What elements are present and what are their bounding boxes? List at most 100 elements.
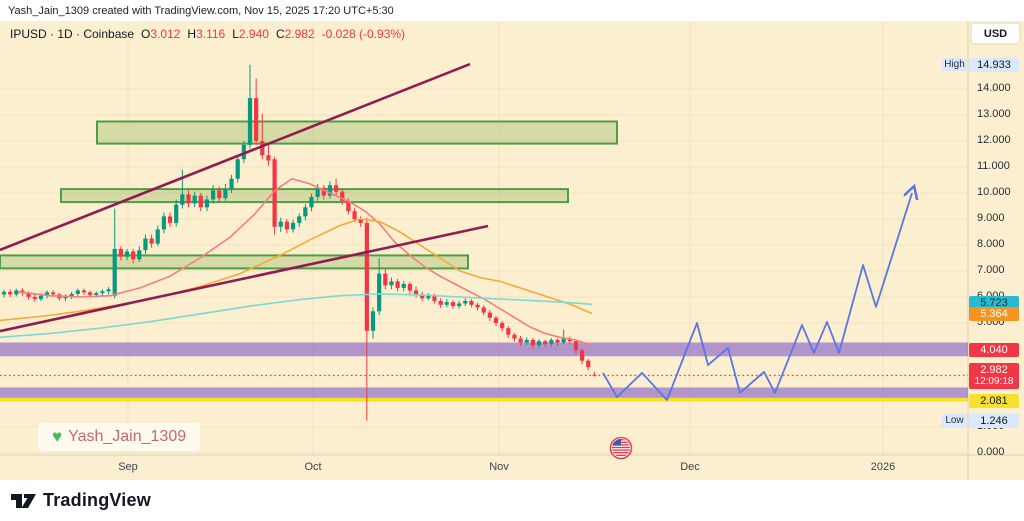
candle-body (51, 292, 56, 295)
candle-body (223, 189, 228, 199)
tradingview-brand-text: TradingView (43, 490, 151, 510)
candle-body (217, 190, 222, 199)
candle-body (346, 200, 351, 212)
candle-body (180, 194, 185, 205)
candle-body (75, 290, 80, 294)
chart-canvas[interactable] (0, 0, 1024, 480)
candle-body (444, 302, 449, 305)
ohlc-value: 3.116 (196, 27, 226, 41)
candle-body (118, 248, 123, 257)
candle-body (131, 251, 136, 260)
supply-demand-zone[interactable] (96, 120, 618, 145)
candle-body (174, 204, 179, 223)
change-value: -0.028 (-0.93%) (321, 27, 406, 41)
price-projection-path[interactable] (602, 193, 912, 401)
candle-body (426, 295, 431, 299)
candle-body (63, 296, 68, 299)
ma-fast-line[interactable] (17, 177, 593, 346)
candle-body (358, 219, 363, 223)
candle-body (167, 216, 173, 223)
candle-body (284, 221, 289, 230)
ohlc-value: 3.012 (150, 27, 181, 41)
candle-body (512, 334, 517, 339)
candle-body (407, 284, 412, 291)
candle-body (469, 300, 474, 305)
candle-body (518, 338, 523, 343)
candle-body (327, 185, 333, 196)
flag-marker[interactable] (609, 436, 633, 460)
candle-body (463, 300, 468, 304)
candle-body (315, 187, 320, 197)
candle-body (401, 284, 406, 288)
candle-body (198, 195, 203, 208)
candle-body (364, 222, 369, 331)
candle-body (450, 302, 456, 307)
candle-body (290, 222, 296, 230)
candle-body (493, 317, 499, 323)
candle-body (432, 295, 437, 301)
trend-line[interactable] (0, 224, 489, 333)
candle-body (94, 293, 99, 295)
candle-body (192, 195, 197, 204)
ohlc-values: O3.012 H3.116 L2.940 C2.982 (134, 27, 315, 41)
candle-body (38, 295, 43, 300)
candle-body (1, 291, 7, 295)
ma-slow-line[interactable] (0, 293, 593, 339)
candle-body (567, 338, 572, 342)
supply-demand-zone[interactable] (0, 254, 469, 270)
candle-body (211, 190, 216, 200)
candle-body (420, 294, 425, 299)
tradingview-logo-icon (11, 493, 36, 508)
candle-body (555, 339, 560, 343)
candle-body (370, 311, 376, 331)
candle-body (377, 273, 382, 312)
candle-body (303, 207, 308, 217)
candle-body (112, 248, 117, 296)
candle-body (235, 159, 240, 179)
candle-body (438, 300, 443, 305)
currency-toggle-button[interactable]: USD (971, 23, 1020, 44)
candle-body (260, 141, 265, 156)
candle-body (241, 144, 246, 160)
attribution-bar: Yash_Jain_1309 created with TradingView.… (0, 0, 1024, 21)
support-band[interactable] (0, 387, 968, 398)
candle-body (266, 155, 271, 161)
attribution-text: Yash_Jain_1309 created with TradingView.… (8, 4, 394, 17)
candle-body (383, 273, 388, 286)
candle-body (26, 293, 31, 297)
candle-body (88, 292, 93, 295)
candle-body (549, 339, 554, 344)
candle-body (543, 341, 548, 344)
ohlc-key: O (141, 27, 151, 41)
candle-body (272, 159, 277, 227)
candle-body (124, 251, 130, 257)
support-band[interactable] (0, 342, 968, 357)
candle-body (500, 323, 505, 329)
candle-body (149, 238, 154, 244)
candle-body (8, 291, 13, 295)
tradingview-brand-link[interactable]: TradingView (0, 490, 151, 511)
ohlc-key: C (275, 27, 285, 41)
candle-body (106, 289, 111, 292)
candle-body (81, 290, 87, 293)
candle-body (457, 303, 462, 307)
candle-body (389, 281, 394, 286)
candle-body (506, 328, 511, 335)
candle-body (487, 312, 492, 318)
candle-body (100, 291, 105, 294)
symbol-legend[interactable]: IPUSD · 1D · Coinbase O3.012 H3.116 L2.940 C… (10, 27, 405, 41)
candle-body (247, 98, 253, 145)
candle-body (278, 221, 283, 227)
trend-line[interactable] (0, 62, 471, 252)
ohlc-key: H (187, 27, 197, 41)
candle-body (143, 238, 148, 251)
candle-body (573, 341, 579, 351)
ohlc-value: 2.982 (284, 27, 315, 41)
candle-body (137, 250, 142, 260)
candle-body (161, 216, 166, 230)
symbol-title: IPUSD · 1D · Coinbase (10, 27, 135, 41)
footer-bar: TradingView (0, 480, 1024, 521)
plot-area[interactable] (0, 62, 968, 421)
candle-body (352, 211, 357, 219)
candle-body (155, 229, 160, 244)
